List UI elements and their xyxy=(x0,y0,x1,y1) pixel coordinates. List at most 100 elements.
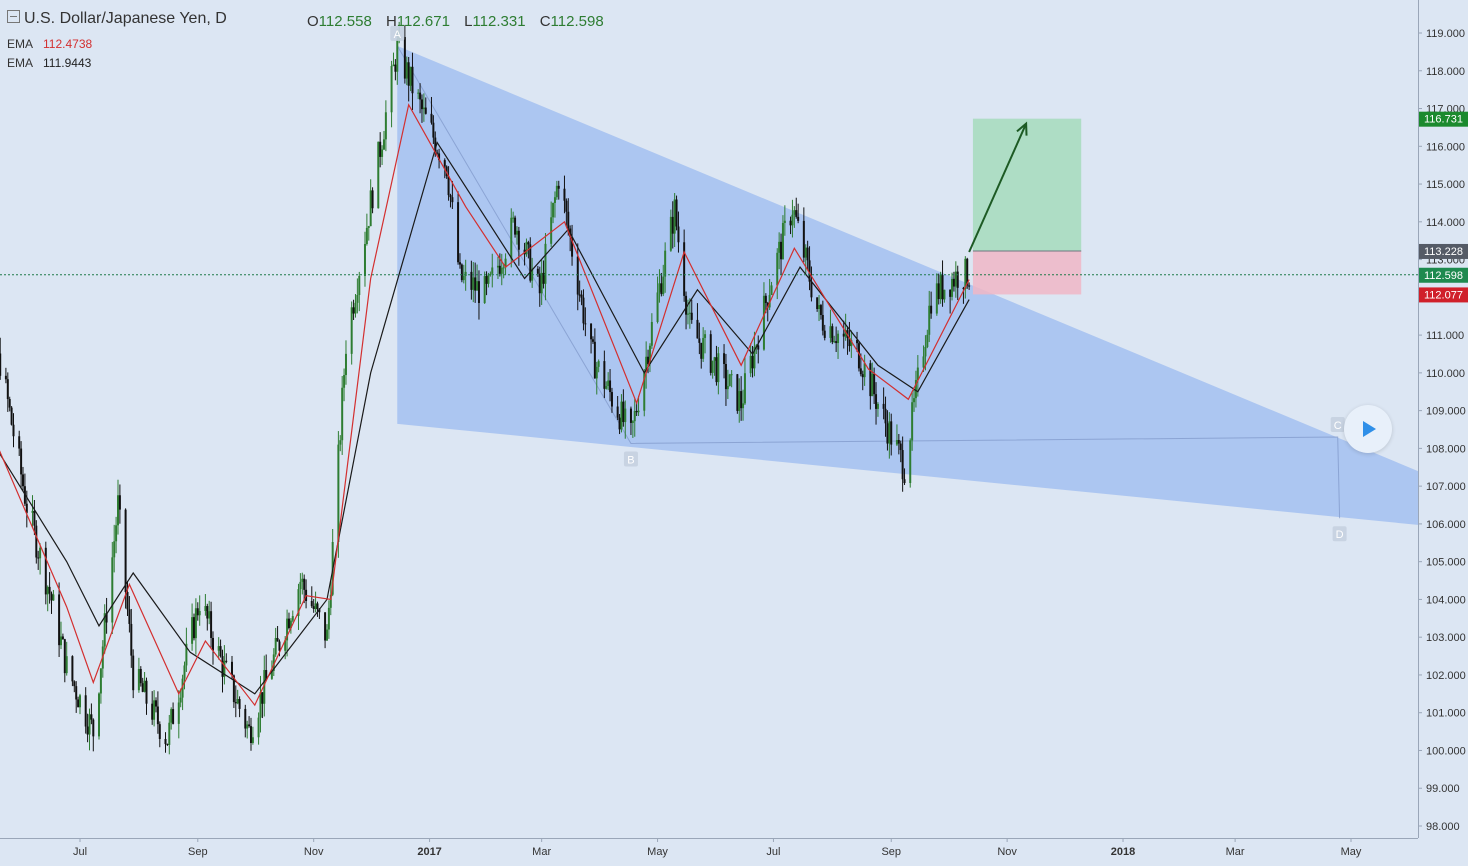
candle-body xyxy=(343,375,346,388)
candle-body xyxy=(194,608,197,639)
candle-body xyxy=(563,188,566,201)
ema-fast-legend[interactable]: EMA 112.4738 xyxy=(7,37,92,51)
candle-body xyxy=(669,216,672,251)
candle-body xyxy=(886,423,889,444)
candle-body xyxy=(757,345,760,350)
y-tick-label: 107.000 xyxy=(1426,481,1466,493)
target-price-tag-text: 116.731 xyxy=(1424,114,1463,126)
candle-body xyxy=(411,66,414,94)
replay-button[interactable] xyxy=(1344,405,1392,453)
candle-body xyxy=(736,374,739,411)
candle-body xyxy=(609,380,612,393)
candle-body xyxy=(206,606,209,619)
candle-body xyxy=(899,443,902,451)
candle-body xyxy=(324,612,327,641)
low-label: L xyxy=(464,13,473,30)
candle-body xyxy=(935,283,938,314)
candle-body xyxy=(939,275,942,300)
pattern-point-label: D xyxy=(1336,529,1344,541)
y-tick-label: 106.000 xyxy=(1426,519,1466,531)
x-tick-label: Mar xyxy=(532,846,551,858)
collapse-legend-icon[interactable] xyxy=(7,10,20,24)
candle-body xyxy=(954,271,957,287)
candle-body xyxy=(593,341,596,379)
candle-body xyxy=(118,495,121,510)
high-value: 112.671 xyxy=(396,13,450,30)
candle-body xyxy=(704,334,707,338)
projection-arrow-head xyxy=(1016,121,1028,136)
last-price-tag-box xyxy=(1419,267,1468,283)
candle-body xyxy=(780,241,783,260)
y-tick-label: 118.000 xyxy=(1426,66,1465,78)
candle-body xyxy=(71,656,74,682)
candle-body xyxy=(344,353,347,376)
candle-body xyxy=(291,616,294,621)
candle-body xyxy=(417,92,420,94)
candle-body xyxy=(276,638,279,642)
projection-arrow-line xyxy=(968,123,1028,253)
candle-body xyxy=(289,620,292,629)
x-tick-label: May xyxy=(647,846,668,858)
candle-body xyxy=(6,379,9,400)
abcd-pattern-line xyxy=(396,45,1341,519)
candle-body xyxy=(130,623,133,656)
candle-body xyxy=(557,185,560,189)
candle-body xyxy=(447,176,450,196)
candle-body xyxy=(65,656,68,674)
candle-body xyxy=(58,594,61,646)
candle-body xyxy=(512,217,515,219)
candle-body xyxy=(631,421,634,423)
candle-body xyxy=(371,190,374,209)
candle-body xyxy=(578,294,581,296)
candle-body xyxy=(597,361,600,367)
candle-body xyxy=(764,295,767,303)
candle-body xyxy=(350,307,353,354)
candle-body xyxy=(25,503,28,513)
candle-body xyxy=(22,474,25,487)
candle-body xyxy=(61,636,64,640)
price-axis-background xyxy=(1418,0,1468,861)
ema-fast-line xyxy=(0,103,970,707)
candle-body xyxy=(576,256,579,295)
candle-body xyxy=(198,611,201,616)
candle-body xyxy=(137,668,140,691)
y-tick-label: 105.000 xyxy=(1426,557,1466,569)
candle-body xyxy=(648,345,651,364)
candle-body xyxy=(139,668,142,684)
candle-body xyxy=(491,267,494,274)
candle-body xyxy=(33,510,36,526)
candle-body xyxy=(861,374,864,378)
candle-body xyxy=(432,122,435,138)
candle-body xyxy=(873,373,876,395)
candle-body xyxy=(791,214,794,226)
candle-body xyxy=(565,200,568,212)
candle-body xyxy=(966,258,969,286)
stop-loss-zone xyxy=(972,250,1082,295)
candle-body xyxy=(50,593,53,601)
candle-body xyxy=(367,226,370,228)
candle-body xyxy=(462,275,465,281)
candle-body xyxy=(179,697,182,703)
candle-body xyxy=(770,285,773,295)
candle-body xyxy=(723,353,726,365)
candle-body xyxy=(208,611,211,619)
candle-body xyxy=(717,353,720,383)
candle-body xyxy=(316,603,319,610)
candle-body xyxy=(711,360,714,373)
ohlc-readout: O112.558 H112.671 L112.331 C112.598 xyxy=(307,13,614,30)
candle-body xyxy=(882,403,885,409)
candle-body xyxy=(97,693,100,737)
candle-body xyxy=(937,283,940,300)
candle-body xyxy=(571,236,574,257)
candle-body xyxy=(90,714,93,720)
candle-body xyxy=(4,375,7,380)
candle-body xyxy=(700,342,703,359)
ema-slow-legend[interactable]: EMA 111.9443 xyxy=(7,56,91,70)
candle-body xyxy=(713,357,716,361)
candle-body xyxy=(842,333,845,337)
pattern-point-a: A xyxy=(390,25,405,41)
candle-body xyxy=(715,357,718,383)
candle-body xyxy=(956,271,959,288)
